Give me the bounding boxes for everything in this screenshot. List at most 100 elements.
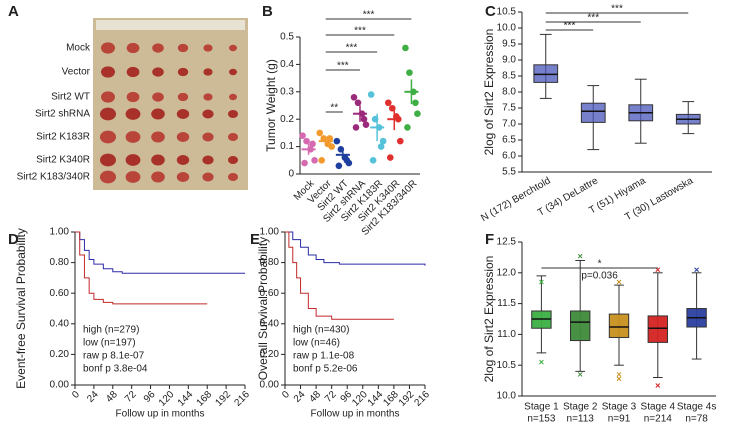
x-tick-label: Stage 3 <box>602 402 637 413</box>
data-point <box>303 137 310 145</box>
y-axis-label: Tumor Weight (g) <box>264 59 278 152</box>
box <box>533 64 559 83</box>
y-tick-label: 10.5 <box>497 7 517 18</box>
tumor <box>177 67 189 77</box>
panel-letter: D <box>8 231 19 248</box>
y-tick-label: 0.5 <box>280 32 294 43</box>
n-label: n=153 <box>527 414 556 424</box>
data-point <box>326 135 334 142</box>
x-tick-label: Stage 2 <box>563 402 598 413</box>
data-point <box>318 157 326 164</box>
tumor <box>202 109 214 119</box>
y-tick-label: 7.5 <box>502 103 516 114</box>
y-tick-label: 0.3 <box>280 86 294 97</box>
data-point <box>414 110 421 118</box>
significance-label: *** <box>564 21 576 32</box>
tumor <box>100 130 116 144</box>
x-axis-label: Follow up in months <box>311 409 400 420</box>
flier <box>577 372 583 377</box>
y-tick-label: 6.5 <box>502 135 516 146</box>
x-tick-label: 216 <box>412 389 432 409</box>
tumor <box>152 92 164 102</box>
box <box>647 315 668 343</box>
survival-curve <box>75 231 208 305</box>
y-tick-label: 0.60 <box>260 288 280 299</box>
x-tick-label: Stage 4s <box>677 402 716 413</box>
annotation: bonf p 3.8e-04 <box>83 364 148 375</box>
survival-curve <box>285 231 426 266</box>
tumor <box>151 131 165 143</box>
legend-entry: low (n=46) <box>293 338 340 349</box>
data-point <box>367 91 375 98</box>
y-tick-label: 5.5 <box>502 167 516 178</box>
y-tick-label: 9.0 <box>502 55 516 66</box>
data-point <box>299 132 306 139</box>
tumor <box>125 108 141 120</box>
row-label: Sirt2 WT <box>51 92 90 103</box>
flier <box>694 267 699 273</box>
annotation: raw p 8.1e-07 <box>83 351 145 362</box>
x-tick-label: 216 <box>232 389 252 409</box>
flier <box>539 359 544 365</box>
data-point <box>333 137 341 145</box>
y-tick-label: 1.00 <box>50 227 70 238</box>
row-label: Sirt2 shRNA <box>35 109 90 120</box>
tumor <box>100 153 116 167</box>
tumor <box>126 91 140 103</box>
n-label: n=214 <box>644 414 673 424</box>
panel-letter: A <box>8 3 19 20</box>
y-tick-label: 9.5 <box>502 39 516 50</box>
tumor <box>176 132 190 142</box>
y-tick-label: 8.0 <box>502 87 516 98</box>
data-point <box>301 159 308 167</box>
data-point <box>406 69 413 76</box>
significance-label: *** <box>587 13 599 24</box>
x-tick-label: 48 <box>104 389 120 405</box>
x-tick-label: 192 <box>214 389 234 409</box>
x-tick-label: Stage 4 <box>641 402 676 413</box>
tumor <box>152 67 164 77</box>
data-point <box>362 121 370 128</box>
y-axis-label: Overall Survival Probability <box>256 237 270 380</box>
data-point <box>404 124 411 131</box>
row-label: Sirt2 K340R <box>36 155 90 166</box>
p-value: p=0.036 <box>581 271 618 282</box>
y-tick-label: 10.5 <box>497 360 517 371</box>
tumor <box>202 172 214 182</box>
data-point <box>350 93 358 101</box>
significance-label: *** <box>363 10 375 21</box>
y-tick-label: 0.1 <box>280 141 294 152</box>
flier <box>577 253 583 259</box>
tumor <box>229 93 237 101</box>
significance-label: *** <box>611 4 623 15</box>
data-point <box>309 140 316 148</box>
box <box>580 102 606 123</box>
tumor <box>151 171 165 183</box>
tumor <box>177 92 189 102</box>
y-tick-label: 0.60 <box>50 288 70 299</box>
row-label: Sirt2 K183/340R <box>17 172 90 183</box>
x-tick-label: 24 <box>292 389 308 405</box>
tumor <box>229 68 237 76</box>
x-tick-label: 96 <box>142 389 158 405</box>
y-tick-label: 12.0 <box>497 267 517 278</box>
y-tick-label: 8.5 <box>502 71 516 82</box>
data-point <box>328 143 336 150</box>
y-tick-label: 0.80 <box>50 257 70 268</box>
data-point <box>369 157 377 164</box>
tumor <box>101 42 115 54</box>
y-tick-label: 0.40 <box>50 318 70 329</box>
x-tick-label: Stage 1 <box>524 402 559 413</box>
panel-letter: C <box>485 3 496 20</box>
y-tick-label: 0.80 <box>260 257 280 268</box>
y-axis-label: 2log of Sirt2 Expression <box>482 29 496 156</box>
tumor <box>100 170 116 184</box>
data-point <box>335 162 343 170</box>
y-tick-label: 1.00 <box>260 227 280 238</box>
x-tick-label: 0 <box>280 389 292 401</box>
flier <box>616 372 622 377</box>
data-point <box>354 99 362 107</box>
y-tick-label: 11.5 <box>497 298 516 309</box>
significance-label: *** <box>346 43 358 54</box>
